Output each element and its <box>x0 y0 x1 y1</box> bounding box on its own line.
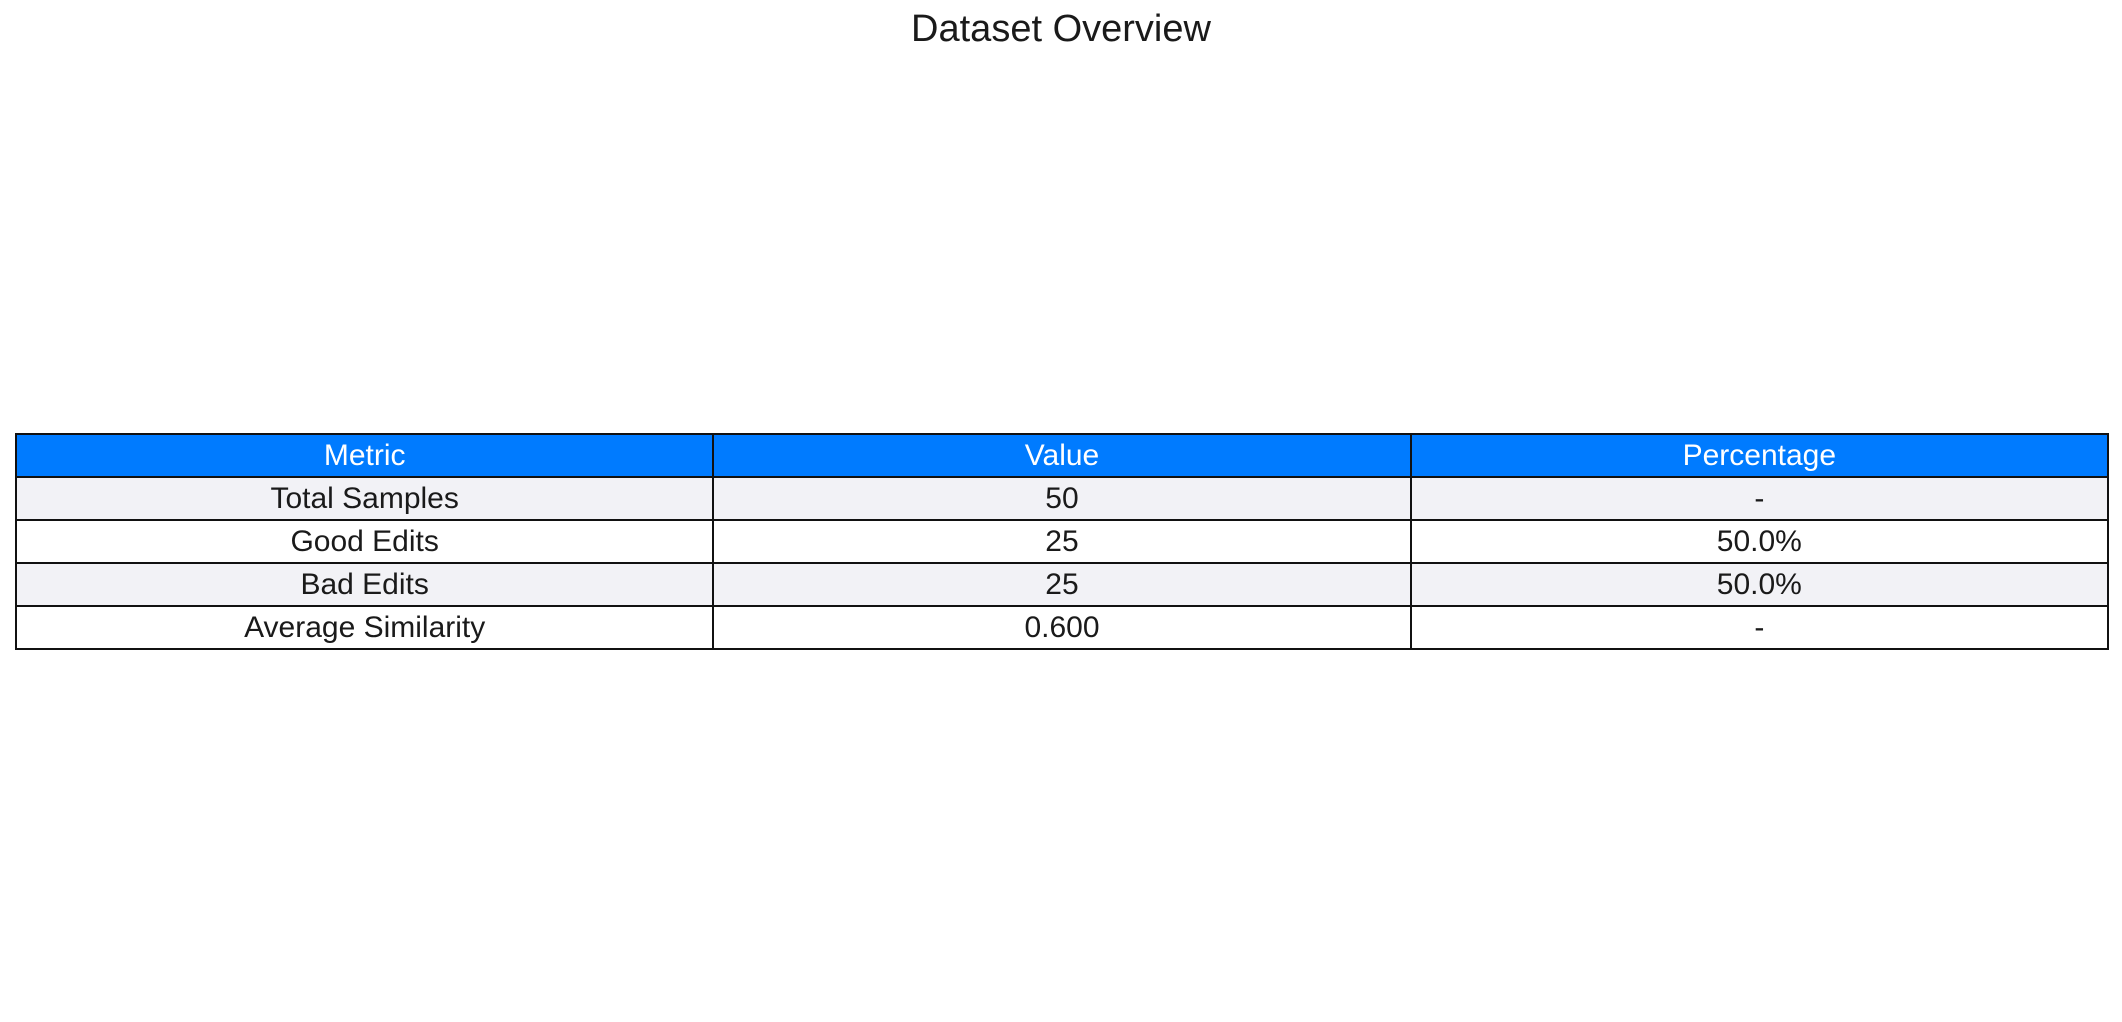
cell-percentage: - <box>1409 476 2110 521</box>
table-row: Bad Edits 25 50.0% <box>14 562 2110 607</box>
overview-table: Metric Value Percentage Total Samples 50… <box>14 433 2110 650</box>
cell-metric: Total Samples <box>14 476 715 521</box>
cell-percentage: 50.0% <box>1409 519 2110 564</box>
cell-value: 0.600 <box>712 605 1412 650</box>
cell-value: 25 <box>712 519 1412 564</box>
column-header-value: Value <box>712 433 1412 478</box>
overview-table-container: Metric Value Percentage Total Samples 50… <box>14 433 2110 650</box>
table-row: Total Samples 50 - <box>14 476 2110 521</box>
cell-percentage: 50.0% <box>1409 562 2110 607</box>
chart-title: Dataset Overview <box>911 8 1211 50</box>
cell-percentage: - <box>1409 605 2110 650</box>
cell-metric: Average Similarity <box>14 605 715 650</box>
table-row: Average Similarity 0.600 - <box>14 605 2110 650</box>
cell-value: 50 <box>712 476 1412 521</box>
cell-metric: Good Edits <box>14 519 715 564</box>
column-header-percentage: Percentage <box>1409 433 2110 478</box>
table-row: Good Edits 25 50.0% <box>14 519 2110 564</box>
column-header-metric: Metric <box>14 433 715 478</box>
cell-value: 25 <box>712 562 1412 607</box>
header-row: Metric Value Percentage <box>14 433 2110 478</box>
cell-metric: Bad Edits <box>14 562 715 607</box>
table-body: Total Samples 50 - Good Edits 25 50.0% B… <box>14 476 2110 650</box>
table-header: Metric Value Percentage <box>14 433 2110 478</box>
